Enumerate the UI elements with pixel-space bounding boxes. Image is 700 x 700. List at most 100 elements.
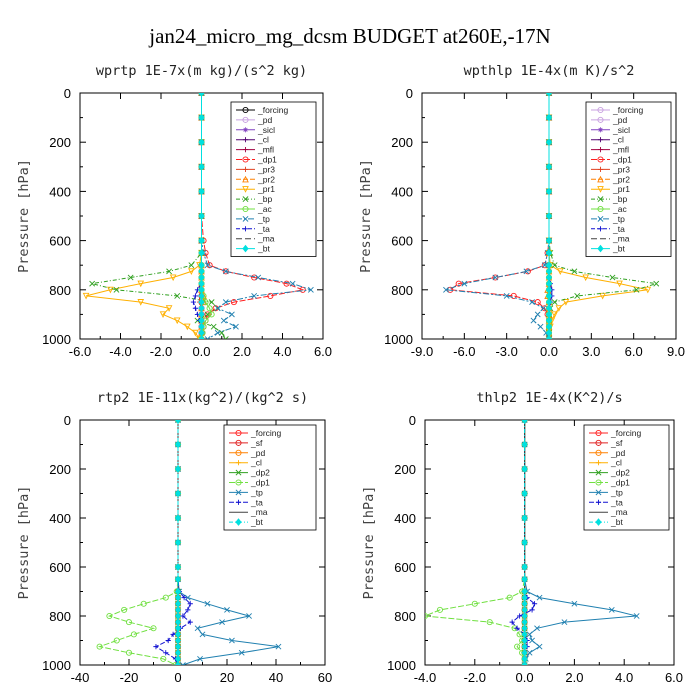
y-tick-label: 200: [394, 462, 416, 477]
legend-label: _ta: [257, 224, 270, 234]
y-tick-label: 200: [49, 135, 71, 150]
y-tick-label: 200: [391, 135, 413, 150]
figure-title: jan24_micro_mg_dcsm BUDGET at260E,-17N: [148, 24, 550, 48]
data-point: [174, 465, 182, 473]
chart-panel-4: thlp2 1E-4x(K^2)/s Pressure [hPa] -4.0 -2.0…: [361, 390, 683, 685]
data-point: [208, 311, 215, 318]
legend-label: _ma: [257, 234, 275, 244]
series-line-pr1: [85, 93, 202, 339]
data-point: [644, 286, 652, 294]
data-point: [514, 643, 521, 650]
data-point: [194, 625, 201, 632]
legend-marker: [597, 106, 604, 114]
data-point: [228, 311, 235, 318]
legend-label: _bt: [610, 517, 623, 527]
data-point: [545, 212, 553, 220]
y-tick-label: 800: [49, 609, 71, 624]
legend-label: _tp: [612, 214, 625, 224]
legend-label: _pr1: [257, 184, 275, 194]
data-point: [536, 643, 543, 650]
data-point: [521, 420, 528, 423]
y-tick-label: 600: [391, 234, 413, 249]
data-point: [571, 600, 578, 607]
data-point: [521, 538, 528, 547]
x-tick-label: 6.0: [625, 344, 643, 359]
data-point: [529, 637, 535, 644]
legend: _forcing_sf_pd_cl_dp2_dp1_tp_ta_ma_bt: [223, 424, 317, 531]
legend-marker: [597, 116, 604, 123]
legend-label: _dp1: [257, 155, 277, 165]
data-point: [208, 299, 215, 306]
x-tick-label: 6.0: [665, 670, 683, 685]
legend-label: _sf: [250, 438, 263, 448]
data-point: [220, 317, 227, 324]
y-tick-label: 0: [64, 413, 71, 428]
data-point: [633, 286, 640, 293]
legend-label: _dp1: [250, 478, 270, 488]
legend-label: _forcing: [612, 105, 644, 115]
x-tick-label: -6.0: [453, 344, 475, 359]
legend-label: _forcing: [257, 105, 289, 115]
data-point: [127, 274, 134, 281]
y-axis-label: Pressure [hPa]: [358, 159, 374, 273]
data-point: [492, 274, 499, 281]
data-point: [230, 299, 237, 306]
data-point: [137, 299, 145, 306]
data-point: [199, 631, 206, 638]
legend-marker: [242, 186, 249, 193]
data-point: [204, 336, 211, 339]
legend-label: _ma: [250, 507, 268, 517]
data-point: [196, 335, 203, 339]
data-point: [187, 601, 193, 607]
y-tick-label: 600: [49, 560, 71, 575]
x-tick-label: 3.0: [582, 344, 600, 359]
data-point: [174, 514, 182, 522]
data-point: [224, 606, 230, 613]
data-point: [582, 274, 590, 282]
data-point: [526, 649, 533, 656]
data-point: [188, 262, 195, 269]
legend-marker: [597, 186, 604, 193]
data-point: [174, 440, 182, 449]
legend-marker: [597, 196, 604, 203]
legend-marker: [597, 244, 604, 253]
data-point: [633, 613, 640, 619]
data-point: [198, 236, 205, 245]
legend-marker: [597, 147, 604, 153]
legend-marker: [242, 175, 249, 183]
legend-marker: [597, 166, 604, 172]
legend-label: _ta: [250, 497, 263, 507]
series-line-dp1: [97, 420, 179, 665]
data-point: [436, 606, 443, 613]
legend-marker: [595, 489, 602, 496]
y-tick-label: 1000: [387, 658, 416, 673]
data-point: [204, 311, 211, 318]
legend-marker: [595, 499, 602, 505]
legend-label: _pd: [610, 448, 625, 458]
data-point: [521, 465, 528, 473]
data-point: [174, 293, 181, 299]
legend-label: _ac: [612, 204, 627, 214]
data-point: [443, 286, 449, 293]
x-tick-label: 4.0: [615, 670, 633, 685]
legend-marker: [597, 137, 604, 143]
legend-marker: [595, 469, 602, 476]
legend: _forcing_pd_sicl_cl_mfl_dp1_pr3_pr2_pr1_…: [585, 101, 672, 257]
legend-marker: [595, 518, 602, 526]
x-tick-label: -9.0: [411, 344, 433, 359]
data-point: [521, 563, 528, 571]
x-tick-label: 0.0: [540, 344, 558, 359]
legend-marker: [597, 205, 604, 213]
data-point: [471, 600, 478, 607]
legend-marker: [597, 156, 604, 163]
data-point: [529, 299, 535, 306]
data-point: [204, 600, 211, 607]
data-point: [238, 649, 245, 656]
x-tick-label: 20: [220, 670, 234, 685]
data-point: [521, 489, 528, 498]
data-point: [174, 489, 182, 498]
legend-marker: [242, 116, 249, 123]
data-point: [531, 601, 538, 607]
data-point: [534, 625, 540, 632]
data-point: [174, 661, 182, 665]
